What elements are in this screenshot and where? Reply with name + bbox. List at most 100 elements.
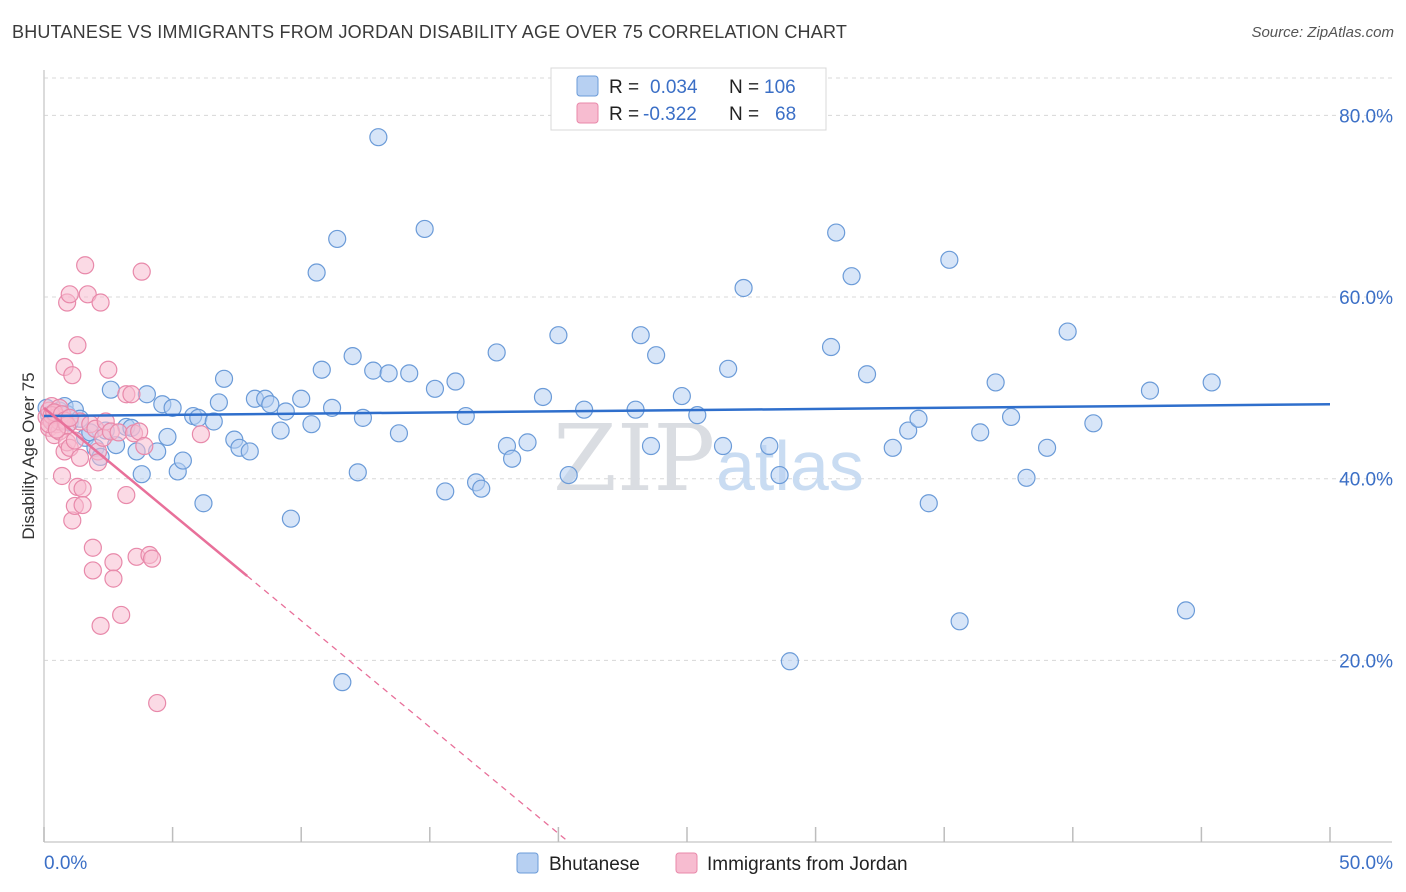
bhutanese-point	[919, 494, 938, 513]
bhutanese-point	[559, 465, 578, 485]
bhutanese-point	[950, 612, 969, 631]
jordan-point	[117, 485, 136, 505]
bhutanese-point	[719, 359, 738, 378]
legend-r-label-2: R =	[609, 104, 639, 125]
trend-layer	[43, 402, 1331, 843]
jordan-point	[91, 293, 110, 312]
jordan-point	[91, 616, 110, 635]
bhutanese-point	[487, 343, 506, 362]
bhutanese-point	[163, 398, 182, 417]
bottom-legend-pink-swatch	[675, 852, 698, 874]
bhutanese-point	[1084, 414, 1103, 433]
chart-title: BHUTANESE VS IMMIGRANTS FROM JORDAN DISA…	[12, 22, 848, 42]
legend-n-label-2: N =	[729, 104, 759, 125]
bhutanese-point	[446, 372, 465, 391]
bhutanese-point	[713, 436, 733, 456]
bhutanese-point	[575, 400, 594, 419]
bhutanese-point	[240, 442, 259, 461]
jordan-point	[135, 436, 154, 456]
bhutanese-point	[400, 364, 419, 383]
bhutanese-point	[647, 346, 666, 365]
bhutanese-point	[549, 326, 568, 345]
bhutanese-point	[456, 406, 475, 426]
jordan-point	[83, 538, 102, 557]
jordan-trend-line	[43, 406, 248, 577]
watermark-atlas: atlas	[716, 427, 864, 505]
legend-n-value-2: 68	[775, 104, 796, 125]
jordan-point	[83, 561, 102, 580]
bottom-legend-bhutanese: Bhutanese	[549, 854, 640, 875]
bhutanese-point	[261, 395, 280, 414]
bhutanese-point	[204, 412, 223, 431]
legend-blue-swatch	[576, 75, 599, 97]
bhutanese-point	[364, 361, 383, 380]
bhutanese-point	[348, 463, 367, 482]
y-tick-label: 40.0%	[1339, 470, 1393, 491]
legend-n-label-1: N =	[729, 77, 759, 98]
bhutanese-point	[1202, 373, 1221, 392]
bhutanese-point	[857, 365, 877, 384]
bhutanese-point	[518, 433, 537, 452]
bhutanese-point	[173, 451, 192, 470]
bhutanese-point	[292, 389, 311, 408]
bhutanese-point	[899, 421, 918, 440]
jordan-points	[37, 256, 210, 713]
jordan-point	[132, 262, 151, 281]
bottom-legend-jordan: Immigrants from Jordan	[707, 854, 908, 875]
bhutanese-point	[1001, 407, 1021, 427]
bhutanese-point	[827, 223, 846, 242]
jordan-point	[109, 423, 128, 442]
watermark-zip: ZIP	[553, 405, 715, 512]
bhutanese-point	[214, 369, 234, 388]
bhutanese-point	[333, 673, 352, 692]
y-axis-label: Disability Age Over 75	[19, 372, 38, 539]
jordan-trend-extrapolation	[246, 575, 570, 843]
legend-r-value-2: -0.322	[643, 104, 697, 125]
chart-source: Source: ZipAtlas.com	[1251, 24, 1394, 41]
bhutanese-point	[132, 465, 151, 484]
bhutanese-point	[1140, 381, 1160, 400]
bhutanese-point	[631, 326, 650, 345]
bhutanese-point	[158, 427, 177, 447]
jordan-point	[148, 693, 167, 713]
bhutanese-point	[821, 337, 841, 357]
bhutanese-point	[379, 364, 398, 383]
bhutanese-point	[194, 494, 213, 513]
bhutanese-point	[312, 360, 331, 379]
bhutanese-point	[436, 482, 455, 501]
bhutanese-point	[307, 263, 326, 282]
bhutanese-point	[328, 229, 347, 249]
jordan-point	[73, 479, 92, 498]
bhutanese-point	[842, 267, 861, 286]
bhutanese-point	[503, 449, 522, 468]
jordan-point	[70, 448, 90, 467]
jordan-point	[73, 495, 92, 515]
bhutanese-point	[883, 438, 902, 457]
bhutanese-point	[425, 379, 445, 398]
bhutanese-point	[415, 219, 434, 239]
bhutanese-point	[734, 278, 753, 298]
bhutanese-point	[940, 250, 959, 269]
jordan-point	[122, 385, 141, 404]
jordan-point	[52, 466, 72, 486]
y-tick-label: 60.0%	[1339, 288, 1393, 309]
jordan-point	[191, 425, 210, 444]
y-tick-label: 20.0%	[1339, 651, 1393, 672]
bhutanese-point	[281, 509, 301, 528]
axis-layer: 20.0% 40.0% 60.0% 80.0% 0.0% 50.0%	[43, 70, 1393, 874]
bhutanese-point	[369, 128, 388, 147]
y-tick-label: 80.0%	[1339, 106, 1393, 127]
jordan-point	[104, 569, 123, 588]
bhutanese-point	[1058, 322, 1077, 341]
bhutanese-point	[641, 436, 661, 456]
bhutanese-point	[302, 415, 321, 434]
jordan-point	[68, 336, 87, 355]
jordan-point	[76, 256, 95, 275]
jordan-point	[104, 553, 123, 572]
legend-n-value-1: 106	[764, 77, 796, 98]
bhutanese-point	[101, 380, 120, 399]
bhutanese-point	[986, 373, 1005, 392]
bhutanese-point	[780, 652, 799, 671]
grid-layer	[44, 77, 1392, 661]
